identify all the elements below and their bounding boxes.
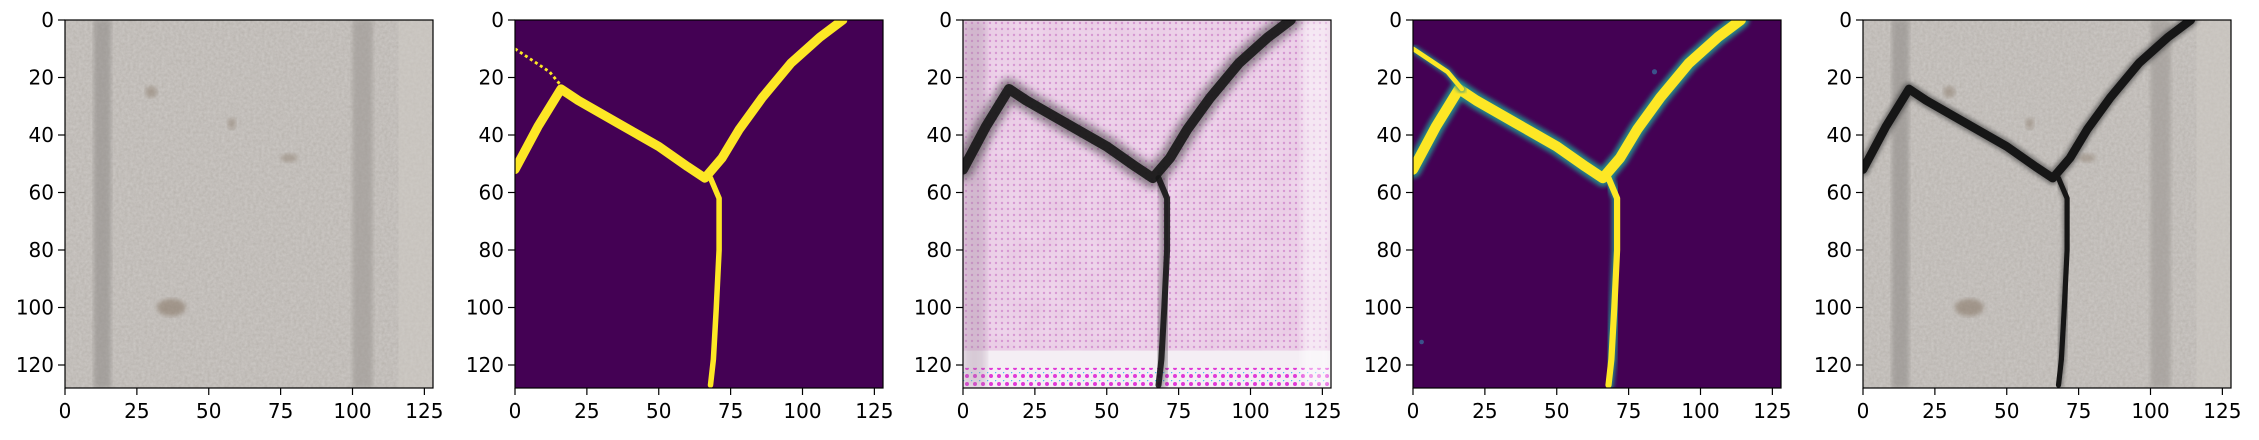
y-tick-label: 40 [1377,123,1402,147]
panel-2: 0 25 50 75 100 125 0 20 40 60 80 100 120 [466,8,894,423]
x-tick-label: 125 [855,399,893,423]
panel-4: 0 25 50 75 100 125 0 20 40 60 80 100 120 [1364,8,1792,423]
y-tick-label: 80 [29,238,54,262]
panel-1: 0 25 50 75 100 125 0 20 40 60 80 100 120 [16,8,444,423]
y-tick-label: 120 [466,353,504,377]
x-tick-label: 100 [1681,399,1719,423]
x-tick-label: 75 [718,399,743,423]
y-tick-label: 100 [914,296,952,320]
x-tick-label: 100 [783,399,821,423]
x-tick-label: 50 [1094,399,1119,423]
x-tick-label: 50 [1994,399,2019,423]
y-tick-label: 40 [479,123,504,147]
x-tick-label: 0 [1407,399,1420,423]
panel-3: 0 25 50 75 100 125 0 20 40 60 80 100 120 [914,8,1342,423]
y-tick-label: 0 [939,8,952,32]
x-tick-label: 25 [574,399,599,423]
y-tick-label: 100 [1364,296,1402,320]
y-tick-label: 20 [29,66,54,90]
y-tick-label: 100 [1814,296,1852,320]
y-tick-label: 0 [491,8,504,32]
y-tick-label: 80 [927,238,952,262]
y-tick-label: 0 [1389,8,1402,32]
crack-overlay-photo [1863,20,2231,388]
x-tick-label: 50 [646,399,671,423]
crack-input-photo [65,20,433,388]
predicted-probability-map [1413,20,1781,388]
x-tick-label: 0 [1857,399,1870,423]
y-tick-label: 0 [1839,8,1852,32]
axes-frame [1862,19,2232,389]
ground-truth-mask [515,20,883,388]
panel-5: 0 25 50 75 100 125 0 20 40 60 80 100 120 [1814,8,2242,423]
x-tick-label: 125 [2203,399,2241,423]
y-tick-label: 120 [1814,353,1852,377]
x-tick-label: 0 [957,399,970,423]
x-tick-label: 100 [1231,399,1269,423]
x-tick-label: 0 [59,399,72,423]
generated-crack-texture [963,20,1331,388]
x-tick-label: 25 [1472,399,1497,423]
y-tick-label: 0 [41,8,54,32]
y-tick-label: 100 [466,296,504,320]
y-tick-label: 60 [479,181,504,205]
x-tick-label: 75 [1616,399,1641,423]
x-tick-label: 125 [1303,399,1341,423]
y-tick-label: 60 [29,181,54,205]
y-tick-label: 20 [927,66,952,90]
axes-frame [962,19,1332,389]
x-tick-label: 75 [2066,399,2091,423]
x-tick-label: 75 [268,399,293,423]
y-tick-label: 120 [16,353,54,377]
y-tick-label: 80 [1827,238,1852,262]
y-tick-label: 80 [1377,238,1402,262]
y-tick-label: 60 [1827,181,1852,205]
y-tick-label: 20 [1377,66,1402,90]
y-tick-label: 80 [479,238,504,262]
x-tick-label: 25 [124,399,149,423]
y-tick-label: 40 [29,123,54,147]
x-tick-label: 50 [196,399,221,423]
x-tick-label: 25 [1022,399,1047,423]
x-tick-label: 125 [405,399,443,423]
x-tick-label: 100 [333,399,371,423]
y-tick-label: 40 [1827,123,1852,147]
y-tick-label: 20 [479,66,504,90]
x-tick-label: 25 [1922,399,1947,423]
y-tick-label: 100 [16,296,54,320]
y-tick-label: 120 [914,353,952,377]
y-tick-label: 60 [1377,181,1402,205]
y-tick-label: 20 [1827,66,1852,90]
x-tick-label: 0 [509,399,522,423]
y-tick-label: 120 [1364,353,1402,377]
y-tick-label: 40 [927,123,952,147]
y-tick-label: 60 [927,181,952,205]
x-tick-label: 125 [1753,399,1791,423]
axes-frame [64,19,434,389]
axes-frame [1412,19,1782,389]
x-tick-label: 100 [2131,399,2169,423]
x-tick-label: 75 [1166,399,1191,423]
axes-frame [514,19,884,389]
x-tick-label: 50 [1544,399,1569,423]
